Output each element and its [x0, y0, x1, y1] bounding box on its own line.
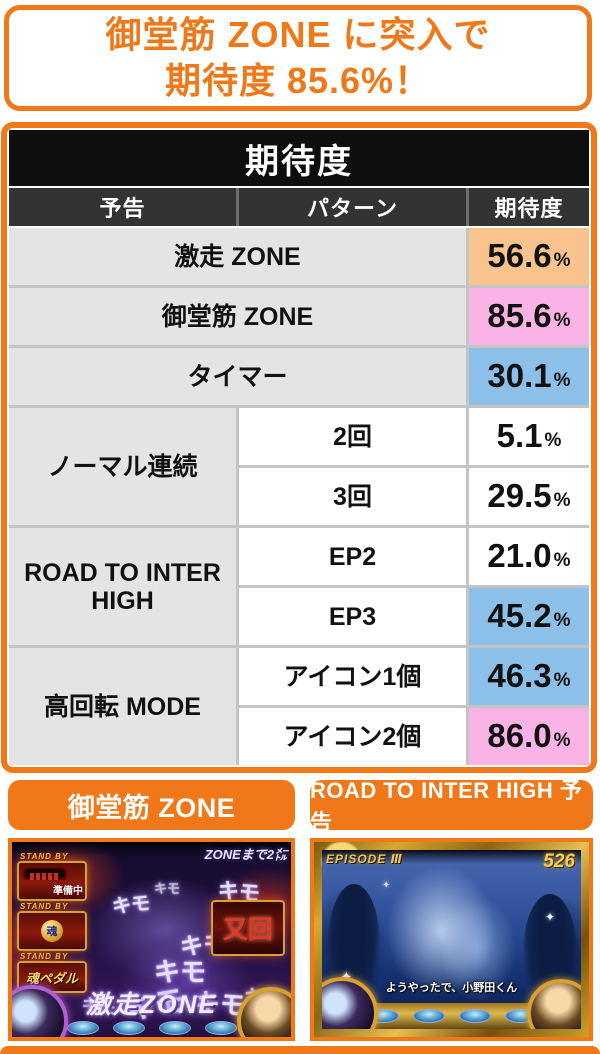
kimo-text: キモ — [111, 893, 152, 918]
column-header-expectation: 期待度 — [466, 188, 589, 226]
zone-scene-background: ZONEまで2㍍ キモ キモ キモ キモ キモ キモ キモ キモ キモ キモ S… — [12, 842, 291, 1037]
table-row-value: 30.1 % — [469, 348, 589, 405]
table-row-value: 46.3 % — [469, 648, 589, 705]
preparing-label: 準備中 — [53, 886, 83, 897]
table-row-value: 86.0 % — [469, 708, 589, 765]
kimo-text: キモ — [154, 881, 181, 896]
standby-label: STAND BY — [20, 952, 69, 961]
soul-coin-icon: 魂 — [41, 920, 63, 942]
table-row-pattern: 2回 — [239, 408, 466, 465]
value-number: 85.6 — [487, 297, 552, 335]
section-label-midosuji-zone: 御堂筋 ZONE — [8, 780, 295, 830]
headline-banner: 御堂筋 ZONE に突入で 期待度 85.6%！ — [4, 5, 592, 111]
screen-top-band — [12, 842, 291, 856]
expectation-table: 期待度 予告 パターン 期待度 激走 ZONE 56.6 % 御堂筋 ZONE … — [1, 122, 597, 773]
standby-label: STAND BY — [20, 852, 69, 861]
percent-sign: % — [553, 549, 571, 571]
column-header-notice: 予告 — [9, 188, 236, 226]
table-row-value: 5.1 % — [469, 408, 589, 465]
percent-sign: % — [553, 249, 571, 271]
percent-sign: % — [553, 489, 571, 511]
sparkle-icon: ✦ — [382, 880, 391, 891]
reel-icon — [412, 1009, 445, 1023]
zone-logo-text: 激走ZONE — [85, 991, 218, 1019]
episode-scene-background: EPISODE Ⅲ 526 ✦ ✦ ✦ ようやったで、小野田くん — [322, 850, 581, 1029]
table-row-notice: タイマー — [9, 348, 466, 405]
reel-icon — [158, 1021, 191, 1035]
headline-line2: 期待度 85.6%！ — [164, 60, 432, 101]
table-row-value: 21.0 % — [469, 528, 589, 585]
reel-icon — [458, 1009, 491, 1023]
percent-sign: % — [553, 309, 571, 331]
sparkle-icon: ✦ — [544, 910, 555, 924]
timer-digits-icon — [30, 873, 60, 880]
value-number: 30.1 — [487, 357, 552, 395]
mata-kai-label: 又回 — [222, 916, 273, 944]
mata-kai-panel: 又回 — [211, 900, 285, 956]
table-row-pattern: EP3 — [239, 588, 466, 645]
table-row-value: 29.5 % — [469, 468, 589, 525]
table-row-pattern: 3回 — [239, 468, 466, 525]
table-row-value: 56.6 % — [469, 228, 589, 285]
value-number: 21.0 — [487, 537, 552, 575]
soul-pedal-label: 魂ペダル — [25, 970, 78, 986]
value-number: 86.0 — [487, 717, 552, 755]
screenshot-road-to-inter-high: EPISODE Ⅲ 526 ✦ ✦ ✦ ようやったで、小野田くん — [310, 838, 593, 1041]
percent-sign: % — [553, 729, 571, 751]
standby-label: STAND BY — [20, 902, 69, 911]
headline-line1: 御堂筋 ZONE に突入で — [105, 13, 491, 55]
table-body: 激走 ZONE 56.6 % 御堂筋 ZONE 85.6 % タイマー 30.1… — [9, 228, 589, 765]
digital-timer-icon — [23, 867, 67, 880]
screen-top-band — [322, 850, 581, 864]
percent-sign: % — [553, 609, 571, 631]
gold-frame: EPISODE Ⅲ 526 ✦ ✦ ✦ ようやったで、小野田くん — [314, 842, 589, 1037]
gold-counter-text: 526 — [543, 851, 575, 872]
table-row-notice: 激走 ZONE — [9, 228, 466, 285]
value-number: 56.6 — [487, 237, 552, 275]
percent-sign: % — [553, 669, 571, 691]
table-row-value: 85.6 % — [469, 288, 589, 345]
table-row-pattern: アイコン1個 — [239, 648, 466, 705]
reel-icon — [204, 1021, 237, 1035]
table-row-notice: 高回転 MODE — [9, 648, 236, 765]
reel-icons-row — [12, 1021, 291, 1035]
table-row-pattern: EP2 — [239, 528, 466, 585]
table-row-pattern: アイコン2個 — [239, 708, 466, 765]
value-number: 29.5 — [487, 477, 552, 515]
table-title: 期待度 — [9, 130, 589, 186]
table-row-value: 45.2 % — [469, 588, 589, 645]
screenshot-midosuji-zone: ZONEまで2㍍ キモ キモ キモ キモ キモ キモ キモ キモ キモ キモ S… — [8, 838, 295, 1041]
value-number: 5.1 — [496, 417, 543, 455]
percent-sign: % — [553, 369, 571, 391]
next-section-banner-cutoff — [0, 1046, 600, 1054]
percent-sign: % — [544, 429, 562, 451]
table-header-row: 予告 パターン 期待度 — [9, 188, 589, 226]
zone-distance-text: ZONEまで2㍍ — [204, 847, 287, 862]
value-number: 45.2 — [487, 597, 552, 635]
value-number: 46.3 — [487, 657, 552, 695]
kimo-text: キモ — [154, 957, 207, 987]
table-row-notice: ROAD TO INTER HIGH — [9, 528, 236, 645]
reel-icon — [66, 1021, 99, 1035]
subtitle-text: ようやったで、小野田くん — [385, 982, 518, 994]
episode-label: EPISODE Ⅲ — [326, 852, 404, 866]
soul-panel: 魂 — [17, 911, 87, 951]
column-header-pattern: パターン — [236, 188, 466, 226]
timer-panel: 準備中 — [17, 861, 87, 901]
table-row-notice: ノーマル連続 — [9, 408, 236, 525]
section-label-road-to-inter-high: ROAD TO INTER HIGH 予告 — [310, 778, 593, 835]
reel-icon — [112, 1021, 145, 1035]
table-row-notice: 御堂筋 ZONE — [9, 288, 466, 345]
